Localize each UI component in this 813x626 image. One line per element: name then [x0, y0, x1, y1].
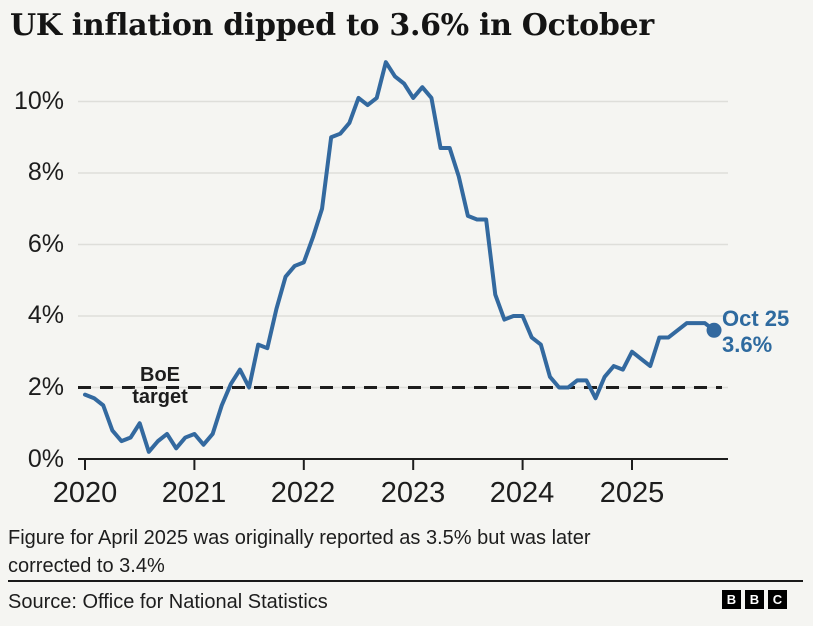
x-tick-label-2024: 2024 [489, 477, 555, 509]
y-tick-label-4: 4% [27, 301, 64, 329]
latest-value-annotation: Oct 25 3.6% [722, 306, 813, 358]
source-credit: Source: Office for National Statistics [8, 591, 328, 613]
footnote-line2: corrected to 3.4% [8, 555, 165, 577]
x-tick-label-2023: 2023 [380, 477, 446, 509]
footnote: Figure for April 2025 was originally rep… [8, 524, 728, 580]
bbc-logo: B B C [722, 590, 787, 609]
x-tick-label-2025: 2025 [599, 477, 665, 509]
y-tick-label-2: 2% [27, 373, 64, 401]
latest-point-marker [706, 322, 722, 338]
bbc-logo-letter-3: C [768, 590, 787, 609]
footer-divider [8, 580, 803, 582]
y-tick-label-0: 0% [27, 445, 64, 473]
chart-title: UK inflation dipped to 3.6% in October [10, 8, 654, 43]
y-tick-label-10: 10% [13, 87, 64, 115]
x-tick-label-2021: 2021 [161, 477, 227, 509]
inflation-line [83, 60, 717, 454]
footnote-line1: Figure for April 2025 was originally rep… [8, 527, 591, 549]
x-tick-label-2022: 2022 [270, 477, 336, 509]
latest-value-figure: 3.6% [722, 332, 773, 357]
boe-target-label-line2: target [132, 386, 188, 408]
boe-target-label-line1: BoE [140, 364, 180, 386]
bbc-logo-letter-1: B [722, 590, 741, 609]
latest-value-date: Oct 25 [722, 306, 790, 331]
y-tick-label-8: 8% [27, 158, 64, 186]
y-tick-label-6: 6% [27, 230, 64, 258]
bbc-logo-letter-2: B [745, 590, 764, 609]
boe-target-label: BoE target [100, 364, 220, 408]
x-tick-label-2020: 2020 [52, 477, 118, 509]
